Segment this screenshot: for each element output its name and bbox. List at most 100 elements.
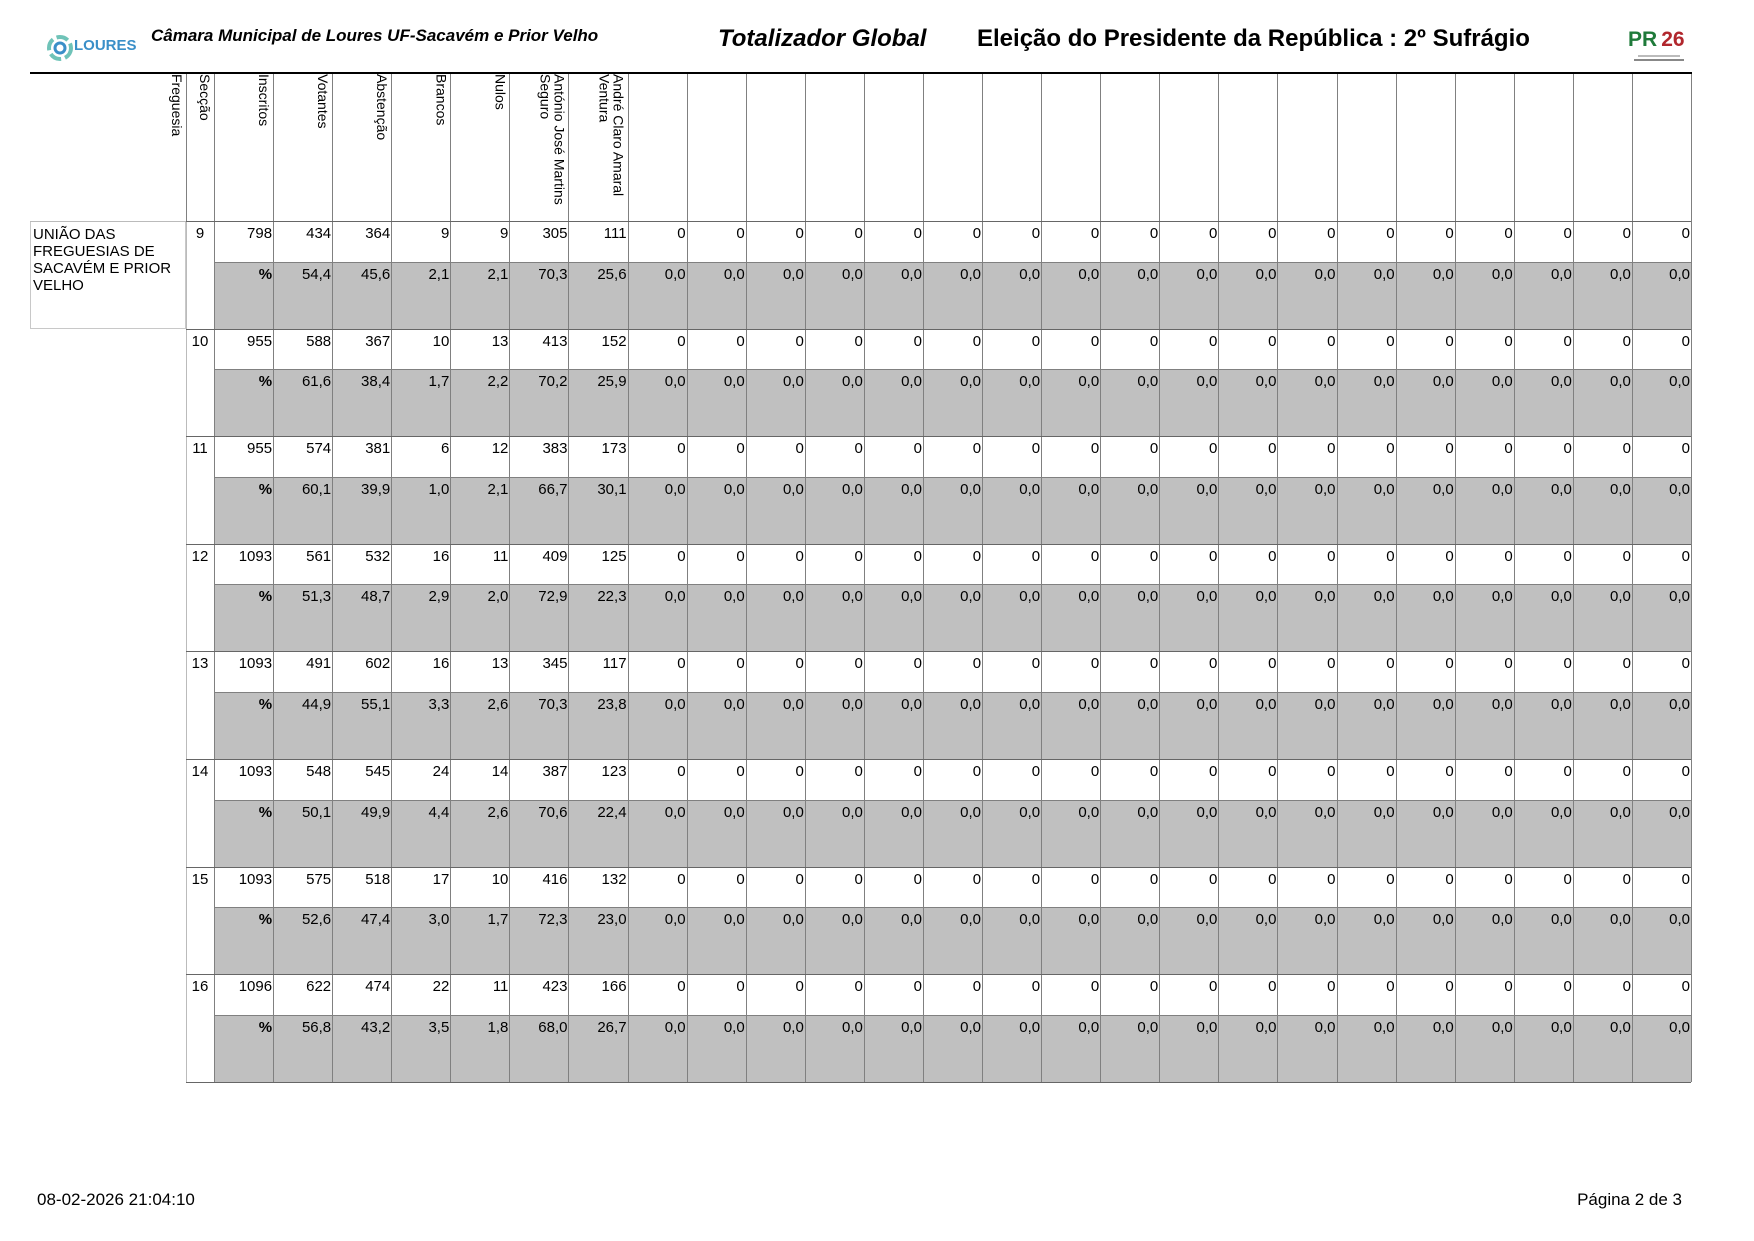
count-cell: 0 <box>854 440 863 458</box>
percent-cell: 0,0 <box>1610 695 1631 713</box>
percent-cell: 0,0 <box>1255 373 1277 391</box>
count-cell: 0 <box>1327 225 1336 242</box>
count-cell: 0 <box>1268 440 1277 458</box>
count-cell: 0 <box>972 547 982 565</box>
count-cell: 0 <box>1622 440 1631 458</box>
count-cell: 0 <box>972 440 982 458</box>
percent-cell: 0,0 <box>723 265 745 283</box>
count-cell: 0 <box>1681 870 1690 888</box>
percent-cell: 70,6 <box>538 803 568 821</box>
percent-cell: 0,0 <box>901 695 922 713</box>
count-cell: 0 <box>1209 763 1218 780</box>
grid-line <box>186 436 1691 437</box>
count-cell: 0 <box>1031 225 1041 242</box>
count-cell: 152 <box>601 332 627 350</box>
percent-cell: 0,0 <box>1255 1018 1277 1036</box>
percent-cell: 66,7 <box>538 480 568 498</box>
percent-cell: 0,0 <box>1610 1018 1631 1036</box>
count-cell: 0 <box>1622 870 1631 888</box>
count-cell: 0 <box>854 870 863 888</box>
count-cell: 0 <box>972 225 982 242</box>
column-header: Freguesia <box>169 74 185 137</box>
count-cell: 0 <box>1209 655 1218 673</box>
percent-cell: 61,6 <box>301 373 332 391</box>
percent-cell: 0,0 <box>842 695 863 713</box>
percent-cell: 0,0 <box>1373 373 1395 391</box>
count-cell: 0 <box>677 332 686 350</box>
count-cell: 0 <box>1563 547 1572 565</box>
count-cell: 0 <box>677 763 686 780</box>
count-cell: 0 <box>1090 225 1100 242</box>
percent-cell: 39,9 <box>361 480 391 498</box>
percent-cell: 0,0 <box>1669 588 1690 606</box>
count-cell: 0 <box>1090 978 1100 996</box>
percent-cell: 1,7 <box>428 373 450 391</box>
count-cell: 0 <box>913 655 922 673</box>
count-cell: 123 <box>601 763 627 780</box>
count-cell: 9 <box>500 225 509 242</box>
percent-cell: 4,4 <box>428 803 450 821</box>
count-cell: 173 <box>601 440 627 458</box>
percent-cell: 0,0 <box>1255 480 1277 498</box>
percent-cell: 0,0 <box>723 695 745 713</box>
percent-cell: 0,0 <box>1491 588 1513 606</box>
column-header: Nulos <box>492 74 509 110</box>
count-cell: 0 <box>1622 332 1631 350</box>
grid-line <box>1159 74 1160 1082</box>
percent-cell: 0,0 <box>960 373 982 391</box>
percent-cell: 0,0 <box>1137 1018 1159 1036</box>
count-cell: 0 <box>1504 547 1513 565</box>
column-header: Secção <box>197 74 213 121</box>
count-cell: 364 <box>365 225 391 242</box>
grid-line <box>186 74 187 221</box>
percent-cell: 0,0 <box>1137 695 1159 713</box>
count-cell: 1093 <box>238 655 273 673</box>
count-cell: 0 <box>1563 870 1572 888</box>
percent-cell: 0,0 <box>901 480 922 498</box>
seccao-cell: 12 <box>191 547 209 565</box>
percent-cell: 0,0 <box>901 1018 922 1036</box>
count-cell: 0 <box>1386 225 1395 242</box>
count-cell: 12 <box>491 440 509 458</box>
percent-cell: 2,6 <box>487 803 509 821</box>
percent-cell: 0,0 <box>1078 695 1100 713</box>
percent-cell: 0,0 <box>1610 911 1631 929</box>
percent-cell: 0,0 <box>1432 695 1454 713</box>
count-cell: 0 <box>736 332 745 350</box>
page-number: Página 2 de 3 <box>1577 1190 1682 1209</box>
grid-line <box>805 74 806 1082</box>
grid-line <box>391 74 392 1082</box>
count-cell: 0 <box>1386 978 1395 996</box>
percent-cell: 0,0 <box>782 265 804 283</box>
percent-cell: 49,9 <box>361 803 391 821</box>
count-cell: 0 <box>1445 655 1454 673</box>
count-cell: 0 <box>795 655 804 673</box>
count-cell: 13 <box>491 655 509 673</box>
count-cell: 548 <box>306 763 332 780</box>
percent-cell: 0,0 <box>1196 265 1218 283</box>
count-cell: 0 <box>736 440 745 458</box>
percent-cell: 0,0 <box>1019 480 1041 498</box>
count-cell: 575 <box>306 870 332 888</box>
count-cell: 0 <box>795 440 804 458</box>
percent-cell: 0,0 <box>842 911 863 929</box>
grid-line <box>214 477 1691 478</box>
count-cell: 0 <box>1090 763 1100 780</box>
grid-line <box>214 584 1691 585</box>
percent-cell: 0,0 <box>1610 803 1631 821</box>
percent-cell: 72,3 <box>538 911 568 929</box>
count-cell: 0 <box>913 547 922 565</box>
percent-cell: 25,6 <box>597 265 627 283</box>
percent-cell: 0,0 <box>723 373 745 391</box>
count-cell: 0 <box>972 870 982 888</box>
count-cell: 22 <box>432 978 450 996</box>
percent-cell: 54,4 <box>301 265 332 283</box>
percent-cell: 0,0 <box>1550 911 1572 929</box>
percent-cell: 43,2 <box>361 1018 391 1036</box>
grid-line <box>214 907 1691 908</box>
percent-cell: 0,0 <box>1255 695 1277 713</box>
count-cell: 0 <box>1268 332 1277 350</box>
grid-line <box>746 74 747 1082</box>
grid-line <box>214 1015 1691 1016</box>
count-cell: 0 <box>1386 547 1395 565</box>
